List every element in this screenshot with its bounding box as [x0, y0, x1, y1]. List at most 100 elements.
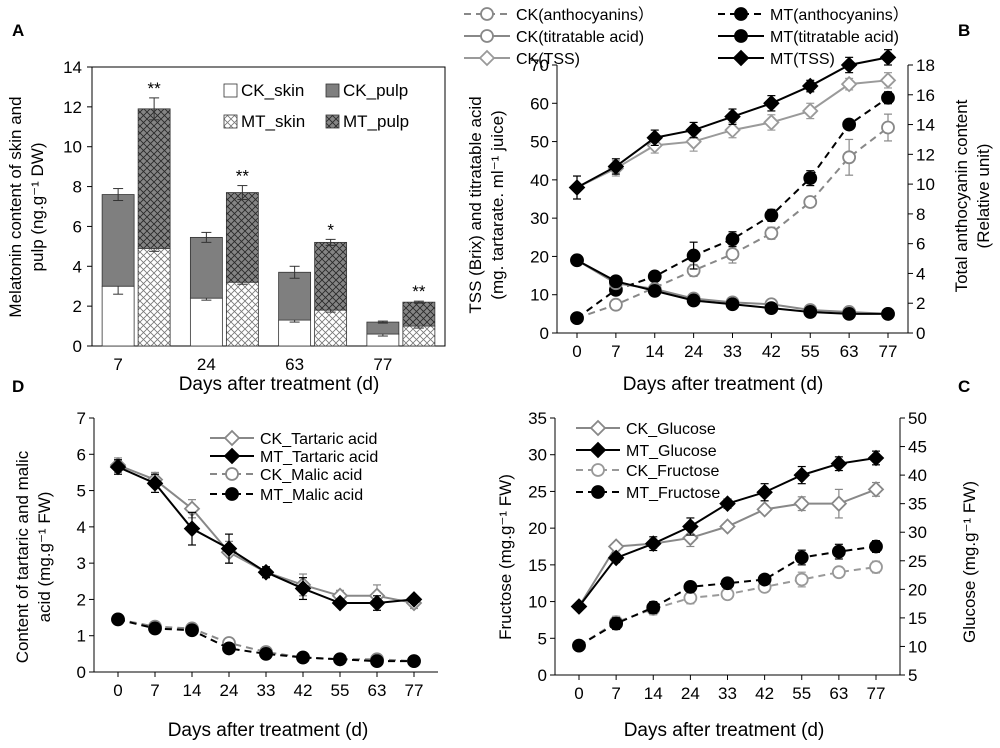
panel-a-left-tick-label: 4 — [73, 257, 82, 276]
panel-b-point-mt-tss — [801, 77, 819, 95]
panel-d-legend-item: CK_Tartaric acid — [210, 429, 377, 448]
panel-c-left-tick-label: 10 — [528, 593, 547, 612]
panel-d-legend-item: CK_Malic acid — [210, 467, 362, 484]
panel-a-legend-swatch — [223, 114, 238, 129]
panel-b-right-tick-label: 16 — [916, 86, 935, 105]
panel-b-legend-label: CK(anthocyanins） — [516, 6, 654, 24]
panel-c-right-tick-label: 15 — [908, 609, 927, 628]
panel-c-point-mt-glucose — [867, 449, 885, 467]
panel-b-x-tick-label: 63 — [840, 342, 859, 361]
panel-d-x-tick-label: 55 — [331, 681, 350, 700]
panel-b-point-mt-anthocyanins — [725, 232, 740, 247]
panel-b-ylabel-left-line1: TSS (Brix) and titratable acid — [466, 96, 485, 313]
panel-b-x-tick-label: 55 — [801, 342, 820, 361]
panel-label-a: A — [12, 21, 24, 40]
panel-c-left-tick-label: 20 — [528, 519, 547, 538]
panel-d-point-mt-malic-acid — [296, 650, 310, 665]
panel-b-point-mt-titratable-acid — [647, 283, 662, 298]
panel-a-legend-label: MT_skin — [241, 112, 305, 131]
panel-d-x-tick-label: 7 — [150, 681, 159, 700]
panel-c-point-mt-fructose — [572, 638, 586, 653]
panel-c-point-mt-glucose — [644, 535, 662, 552]
panel-c-point-mt-glucose — [830, 455, 848, 472]
panel-a-significance-label: * — [327, 220, 334, 239]
panel-d-point-mt-tartaric-acid — [220, 540, 238, 557]
panel-d-x-tick-label: 24 — [220, 681, 239, 700]
panel-c-x-tick-label: 7 — [611, 684, 620, 703]
panel-c-xlabel: Days after treatment (d) — [624, 720, 825, 741]
panel-d-point-mt-tartaric-acid — [368, 594, 386, 612]
panel-b-legend-label: CK(titratable acid) — [516, 29, 644, 46]
panel-b-point-ck-tss — [763, 114, 780, 131]
panel-b-series-ck-tss — [568, 72, 897, 200]
panel-b-xlabel: Days after treatment (d) — [623, 374, 824, 395]
panel-c-legend-label: CK_Glucose — [626, 421, 716, 438]
panel-d-left-tick-label: 1 — [77, 627, 86, 646]
panel-c-right-tick-label: 10 — [908, 637, 927, 656]
panel-c-x-tick-label: 55 — [792, 684, 811, 703]
panel-b-right-tick-label: 6 — [916, 235, 925, 254]
panel-d-left-tick-label: 3 — [77, 554, 86, 573]
panel-b-legend-label: MT(TSS) — [770, 51, 835, 68]
panel-a-x-tick-label: 63 — [285, 355, 304, 374]
panel-b-legend-label: MT(titratable acid) — [770, 29, 899, 46]
panel-d-left-tick-label: 6 — [77, 445, 86, 464]
panel-c-x-tick-label: 33 — [718, 684, 737, 703]
panel-b-point-mt-titratable-acid — [881, 306, 895, 321]
panel-a-x-tick-label: 77 — [373, 355, 392, 374]
panel-d-left-tick-label: 5 — [77, 482, 86, 501]
panel-c-point-mt-fructose — [683, 579, 698, 594]
panel-a-bar-ck-skin — [101, 285, 135, 347]
panel-a-legend-swatch — [325, 114, 340, 129]
panel-c-legend-swatch-marker — [591, 463, 605, 477]
panel-b-legend-item: CK(titratable acid) — [464, 29, 644, 46]
panel-d-legend-label: CK_Malic acid — [260, 467, 362, 484]
panel-c-left-tick-label: 35 — [528, 409, 547, 428]
panel-b-ylabel-right-line2: (Relative unit) — [974, 144, 993, 249]
panel-c-right-tick-label: 20 — [908, 580, 927, 599]
panel-b-point-mt-tss — [724, 108, 741, 125]
panel-c-x-tick-label: 0 — [574, 684, 583, 703]
panel-b-legend-item: CK(TSS) — [464, 49, 580, 68]
panel-b-legend-label: MT(anthocyanins） — [770, 6, 909, 24]
panel-c-line-mt-fructose — [578, 545, 877, 647]
panel-b-x-tick-label: 24 — [684, 342, 703, 361]
panel-a-left-tick-label: 12 — [63, 98, 82, 117]
panel-c-point-mt-fructose — [646, 600, 661, 615]
panel-c-point-mt-glucose — [756, 483, 773, 501]
panel-c-point-ck-glucose — [867, 481, 885, 498]
panel-c-right-tick-label: 30 — [908, 523, 927, 542]
panel-d-legend-swatch-marker — [223, 447, 241, 465]
panel-c-right-tick-label: 40 — [908, 466, 927, 485]
panel-d-point-mt-malic-acid — [185, 623, 199, 638]
panel-c-point-mt-glucose — [719, 495, 736, 512]
panel-d-x-tick-label: 63 — [368, 681, 387, 700]
panel-b-left-tick-label: 20 — [530, 247, 549, 266]
panel-d-x-tick-label: 14 — [183, 681, 202, 700]
panel-c-left-tick-label: 5 — [538, 629, 547, 648]
panel-b-x-tick-label: 7 — [611, 342, 620, 361]
panel-d-legend-item: MT_Malic acid — [210, 487, 363, 504]
panel-a-left-tick-label: 0 — [73, 337, 82, 356]
panel-d-legend-swatch-marker — [223, 429, 241, 447]
panel-a-significance-label: ** — [412, 282, 426, 301]
panel-b-point-mt-tss — [646, 129, 664, 147]
panel-b-point-mt-tss — [879, 49, 897, 66]
panel-d-point-mt-tartaric-acid — [183, 520, 201, 537]
panel-b-series-mt-titratable-acid — [570, 253, 895, 321]
panel-a-legend-item: CK_skin — [223, 81, 304, 100]
panel-c-point-mt-fructose — [757, 572, 772, 587]
panel-b-point-mt-tss — [607, 158, 625, 175]
panel-d-point-mt-malic-acid — [370, 654, 384, 669]
panel-a-bar-ck-skin — [189, 297, 223, 347]
panel-b-ylabel-left-line2: (mg. tartarate. ml⁻¹ juice) — [488, 110, 507, 299]
panel-b-right-tick-label: 0 — [916, 324, 925, 343]
panel-a-xlabel: Days after treatment (d) — [179, 374, 380, 395]
panel-b-legend-swatch-marker — [734, 29, 748, 43]
panel-c-point-mt-glucose — [682, 518, 699, 535]
panel-b-point-mt-anthocyanins — [803, 171, 818, 186]
panel-b-legend-item: MT(TSS) — [718, 49, 835, 68]
panel-b-ylabel-right-line1: Total anthocyanin content — [952, 99, 971, 292]
panel-b-point-mt-anthocyanins — [842, 117, 857, 132]
panel-b-legend-swatch-marker — [732, 49, 750, 67]
